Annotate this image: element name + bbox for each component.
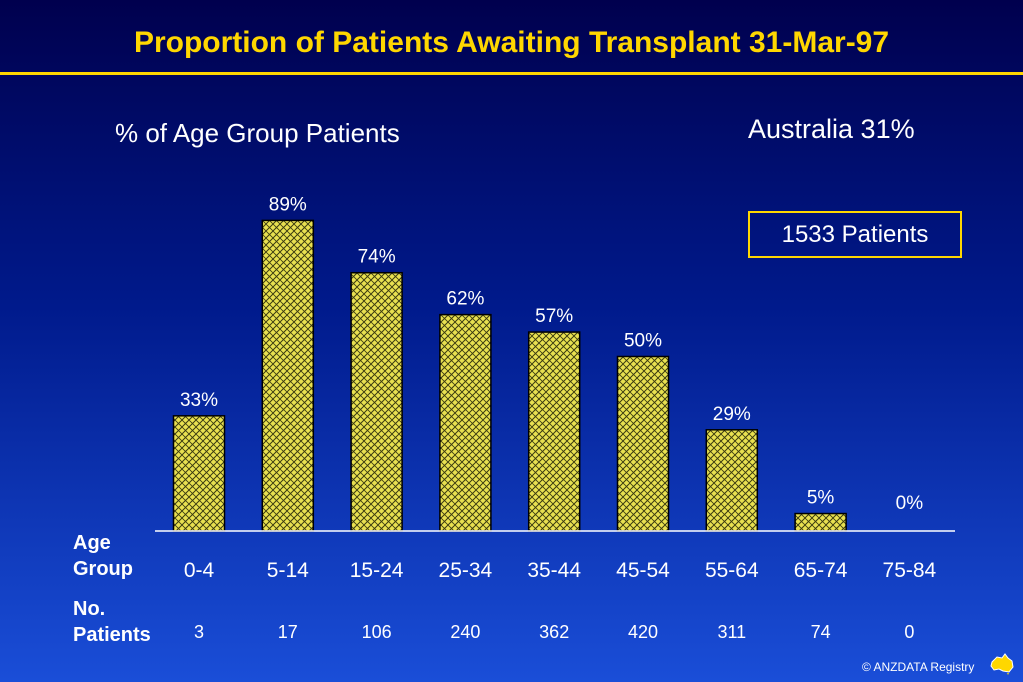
australia-label: Australia 31% — [748, 114, 915, 144]
patient-count-15-24: 106 — [362, 622, 392, 642]
bar-15-24 — [350, 271, 403, 532]
bar-25-34 — [439, 313, 492, 532]
copyright-text: © ANZDATA Registry — [862, 660, 975, 674]
category-label-35-44: 35-44 — [527, 559, 581, 582]
patients-label-line2: Patients — [73, 624, 151, 646]
value-label-5-14: 89% — [269, 194, 307, 215]
bar-0-4 — [172, 415, 226, 532]
value-label-35-44: 57% — [535, 306, 573, 327]
patients-row-label: No. Patients — [73, 596, 151, 648]
title-divider — [0, 72, 1023, 75]
value-label-15-24: 74% — [358, 247, 396, 268]
category-label-0-4: 0-4 — [184, 559, 215, 582]
category-label-5-14: 5-14 — [267, 559, 309, 582]
value-label-55-64: 29% — [713, 404, 751, 425]
bar-65-74 — [794, 512, 847, 532]
patient-count-35-44: 362 — [539, 622, 569, 642]
value-label-25-34: 62% — [446, 289, 484, 310]
total-patients-box: 1533 Patients — [748, 211, 962, 258]
page-title: Proportion of Patients Awaiting Transpla… — [133, 26, 890, 59]
value-label-45-54: 50% — [624, 331, 662, 352]
value-label-75-84: 0% — [896, 493, 924, 514]
patient-count-0-4: 3 — [194, 622, 204, 642]
category-label-45-54: 45-54 — [616, 559, 670, 582]
value-label-0-4: 33% — [180, 390, 218, 411]
age-label-line1: Age — [73, 532, 111, 554]
age-group-row-label: Age Group — [73, 530, 133, 582]
value-label-65-74: 5% — [807, 488, 835, 509]
australia-map-logo-icon — [990, 653, 1014, 675]
category-label-25-34: 25-34 — [439, 559, 493, 582]
patient-count-75-84: 0 — [904, 622, 914, 642]
category-label-55-64: 55-64 — [705, 559, 759, 582]
patient-count-25-34: 240 — [450, 622, 480, 642]
bar-45-54 — [616, 355, 670, 532]
bar-35-44 — [527, 331, 581, 532]
age-label-line2: Group — [73, 558, 133, 580]
category-label-75-84: 75-84 — [883, 559, 937, 582]
patient-count-55-64: 311 — [717, 622, 746, 642]
category-label-65-74: 65-74 — [794, 559, 848, 582]
patient-count-45-54: 420 — [628, 622, 658, 642]
category-label-15-24: 15-24 — [350, 559, 404, 582]
patient-count-65-74: 74 — [811, 622, 831, 642]
patients-label-line1: No. — [73, 598, 106, 620]
bar-5-14 — [261, 219, 315, 532]
chart-subtitle: % of Age Group Patients — [115, 118, 400, 148]
patient-count-5-14: 17 — [278, 622, 298, 642]
bar-55-64 — [705, 429, 759, 532]
